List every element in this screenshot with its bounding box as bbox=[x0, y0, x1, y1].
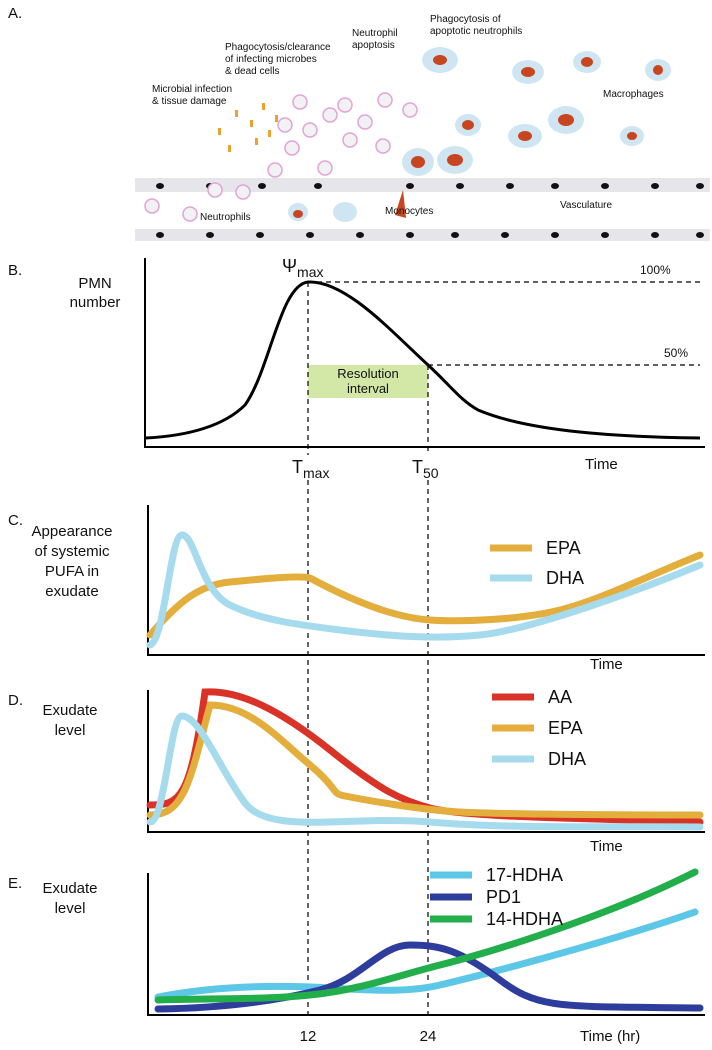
neutrophils bbox=[144, 92, 418, 222]
x-label: Time (hr) bbox=[580, 1028, 640, 1045]
legend-label: PD1 bbox=[486, 887, 521, 907]
axes-c bbox=[147, 505, 705, 656]
x-label: Time bbox=[590, 838, 623, 855]
vessel-wall bbox=[135, 178, 710, 192]
annotation: & dead cells bbox=[225, 66, 279, 77]
annotation: Neutrophils bbox=[200, 212, 251, 223]
y-label: Exudate bbox=[42, 880, 97, 897]
microbes bbox=[218, 103, 278, 152]
annotation: Microbial infection bbox=[152, 84, 232, 95]
legend-label: 17-HDHA bbox=[486, 865, 563, 885]
y-label: PMN bbox=[78, 275, 111, 292]
curve bbox=[154, 868, 699, 1004]
panel-label: C. bbox=[8, 512, 23, 529]
tmax-label: Tmax bbox=[292, 457, 329, 481]
level-lines bbox=[308, 281, 700, 366]
curve bbox=[146, 531, 704, 649]
y-label: level bbox=[55, 722, 86, 739]
y-label: exudate bbox=[45, 583, 98, 600]
panel-a-illustration bbox=[135, 47, 710, 241]
curve bbox=[146, 712, 704, 831]
legend-label: EPA bbox=[546, 538, 581, 558]
macrophage-nuclei bbox=[293, 55, 663, 218]
y-label: PUFA in bbox=[45, 563, 99, 580]
t50-label: T50 bbox=[412, 457, 439, 481]
annotation: Macrophages bbox=[603, 89, 664, 100]
pmn-curve bbox=[144, 280, 701, 440]
annotation: Phagocytosis of bbox=[430, 14, 501, 25]
y-label: Exudate bbox=[42, 702, 97, 719]
interval-label: Resolution bbox=[337, 366, 398, 381]
x-tick-label: 12 bbox=[300, 1028, 317, 1045]
legend-label: DHA bbox=[548, 749, 586, 769]
peak-label: Ψmax bbox=[282, 256, 324, 280]
curve bbox=[146, 551, 704, 639]
panel-label: E. bbox=[8, 875, 22, 892]
axes-d bbox=[147, 690, 705, 833]
annotation: Monocytes bbox=[385, 206, 433, 217]
x-tick-label: 24 bbox=[420, 1028, 437, 1045]
y-label: Appearance bbox=[32, 523, 113, 540]
annotation: Vasculature bbox=[560, 200, 613, 211]
vessel-wall bbox=[135, 229, 710, 241]
curve bbox=[154, 908, 699, 1001]
panel-label: B. bbox=[8, 262, 22, 279]
x-label: Time bbox=[590, 656, 623, 673]
legend-label: EPA bbox=[548, 718, 583, 738]
level-label: 100% bbox=[640, 263, 671, 277]
level-label: 50% bbox=[664, 346, 688, 360]
y-label: number bbox=[70, 294, 121, 311]
axes-b bbox=[144, 258, 705, 448]
y-label: of systemic bbox=[34, 543, 110, 560]
axes-e bbox=[147, 873, 705, 1016]
panel-label: D. bbox=[8, 692, 23, 709]
annotation: & tissue damage bbox=[152, 96, 227, 107]
annotation: apoptotic neutrophils bbox=[430, 26, 522, 37]
annotation: apoptosis bbox=[352, 40, 395, 51]
resolution-interval-box bbox=[308, 365, 428, 398]
curve bbox=[146, 701, 704, 819]
legend-label: AA bbox=[548, 687, 572, 707]
legend-label: 14-HDHA bbox=[486, 909, 563, 929]
panel-label: A. bbox=[8, 5, 22, 22]
annotation: Neutrophil bbox=[352, 28, 398, 39]
legend-label: DHA bbox=[546, 568, 584, 588]
y-label: level bbox=[55, 900, 86, 917]
annotation: of infecting microbes bbox=[225, 54, 317, 65]
interval-label: interval bbox=[347, 381, 389, 396]
x-label: Time bbox=[585, 456, 618, 473]
annotation: Phagocytosis/clearance bbox=[225, 42, 331, 53]
